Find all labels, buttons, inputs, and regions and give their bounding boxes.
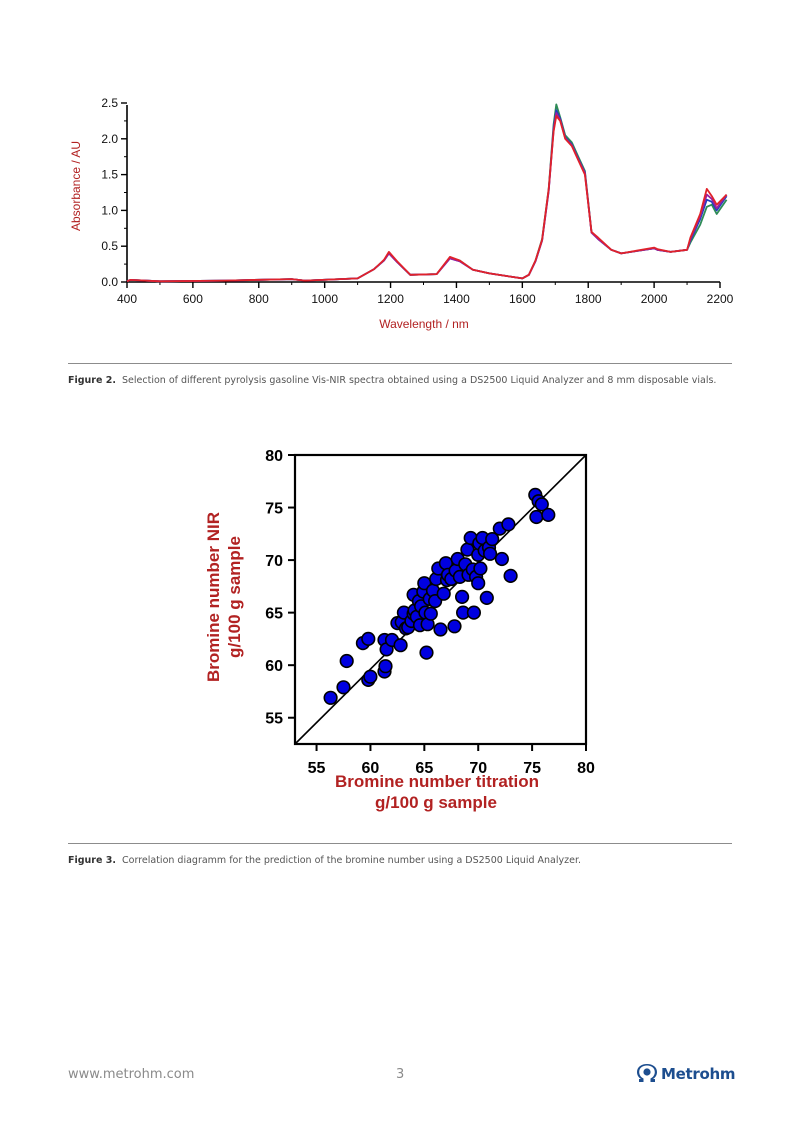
correlation-point xyxy=(485,531,500,547)
correlation-y-label-line2: g/100 g sample xyxy=(225,536,244,658)
spectra-series xyxy=(126,103,728,283)
spectrum-line xyxy=(126,112,728,283)
correlation-point xyxy=(423,606,438,621)
correlation-x-tick-label: 60 xyxy=(362,760,380,777)
spectra-x-tick-label: 1400 xyxy=(443,292,470,306)
correlation-point xyxy=(378,659,393,674)
correlation-point xyxy=(455,589,470,604)
correlation-x-label-line2: g/100 g sample xyxy=(375,793,497,812)
correlation-point xyxy=(529,509,544,525)
correlation-point xyxy=(503,568,518,583)
page-number: 3 xyxy=(396,1067,405,1082)
correlation-y-label-line1: Bromine number NIR xyxy=(204,512,223,682)
correlation-x-tick-label: 65 xyxy=(415,760,433,777)
correlation-point xyxy=(473,561,488,576)
spectra-y-axis-label: Absorbance / AU xyxy=(69,141,83,231)
figure3-caption-label: Figure 3. xyxy=(68,855,116,866)
spectra-x-tick-label: 600 xyxy=(183,292,203,306)
spectra-tick-labels: 400 600 800 1000 1200 1400 1600 1800 2000 2200 0.0… xyxy=(101,96,733,306)
spectra-x-tick-label: 1800 xyxy=(575,292,602,306)
spectra-chart: 400 600 800 1000 1200 1400 1600 1800 2000 2200 0.0… xyxy=(69,96,734,331)
correlation-point xyxy=(494,551,510,567)
correlation-x-tick-label: 70 xyxy=(469,760,487,777)
spectra-x-tick-label: 2200 xyxy=(707,292,734,306)
correlation-x-tick-label: 75 xyxy=(523,760,541,777)
metrohm-logo-text: Metrohm xyxy=(661,1065,736,1083)
correlation-point xyxy=(393,638,408,653)
correlation-point xyxy=(339,653,354,669)
correlation-point xyxy=(447,619,462,634)
correlation-point xyxy=(433,622,448,637)
spectra-axes xyxy=(121,102,721,288)
correlation-point xyxy=(483,546,498,561)
correlation-point xyxy=(466,605,482,620)
spectra-x-tick-label: 800 xyxy=(249,292,269,306)
spectra-y-tick-label: 1.5 xyxy=(101,168,118,182)
spectrum-line xyxy=(126,115,728,283)
correlation-point xyxy=(361,631,376,646)
correlation-y-tick-label: 80 xyxy=(265,448,283,465)
footer-url[interactable]: www.metrohm.com xyxy=(68,1067,195,1082)
correlation-y-tick-label: 55 xyxy=(265,711,283,728)
spectra-x-tick-label: 400 xyxy=(117,292,137,306)
spectra-y-tick-label: 0.5 xyxy=(101,239,118,253)
spectra-y-tick-label: 2.5 xyxy=(101,96,118,110)
correlation-point xyxy=(323,690,338,705)
spectra-y-tick-label: 1.0 xyxy=(101,203,118,217)
metrohm-omega-icon xyxy=(637,1064,657,1082)
figure2-caption-label: Figure 2. xyxy=(68,375,116,386)
correlation-y-tick-label: 75 xyxy=(265,501,283,518)
figure2-caption: Figure 2. Selection of different pyrolys… xyxy=(68,375,716,386)
correlation-point xyxy=(419,645,434,660)
spectra-x-tick-label: 1600 xyxy=(509,292,536,306)
figure2-rule xyxy=(68,363,732,364)
correlation-point xyxy=(534,497,549,512)
spectrum-line xyxy=(126,103,728,283)
spectrum-line xyxy=(126,109,728,283)
correlation-point xyxy=(436,586,451,601)
correlation-points xyxy=(323,487,556,705)
correlation-x-tick-label: 55 xyxy=(308,760,326,777)
figure3-rule xyxy=(68,843,732,844)
correlation-x-label-line1: Bromine number titration xyxy=(335,772,539,791)
correlation-point xyxy=(336,680,351,695)
spectra-x-tick-label: 1200 xyxy=(377,292,404,306)
spectra-y-tick-label: 0.0 xyxy=(101,275,118,289)
correlation-plot-frame xyxy=(293,453,588,746)
correlation-tick-labels: 55 60 65 70 75 80 55 60 65 70 75 80 xyxy=(265,448,595,777)
correlation-point xyxy=(471,576,486,591)
correlation-x-tick-label: 80 xyxy=(577,760,595,777)
correlation-y-tick-label: 70 xyxy=(265,553,283,570)
correlation-point xyxy=(541,507,556,522)
spectra-y-tick-label: 2.0 xyxy=(101,132,118,146)
metrohm-logo: Metrohm xyxy=(636,1063,735,1085)
correlation-point xyxy=(479,590,494,605)
correlation-y-tick-label: 65 xyxy=(265,606,283,623)
correlation-chart: 55 60 65 70 75 80 55 60 65 70 75 80 Bromine number … xyxy=(204,448,595,812)
figure2-caption-text: Selection of different pyrolysis gasolin… xyxy=(122,375,717,386)
spectra-x-tick-label: 1000 xyxy=(311,292,338,306)
spectra-x-axis-label: Wavelength / nm xyxy=(379,317,469,331)
correlation-point xyxy=(501,517,516,532)
spectra-x-tick-label: 2000 xyxy=(641,292,668,306)
correlation-point xyxy=(363,669,378,684)
figure3-caption: Figure 3. Correlation diagramm for the p… xyxy=(68,855,581,866)
correlation-y-tick-label: 60 xyxy=(265,658,283,675)
figure3-caption-text: Correlation diagramm for the prediction … xyxy=(122,855,581,866)
